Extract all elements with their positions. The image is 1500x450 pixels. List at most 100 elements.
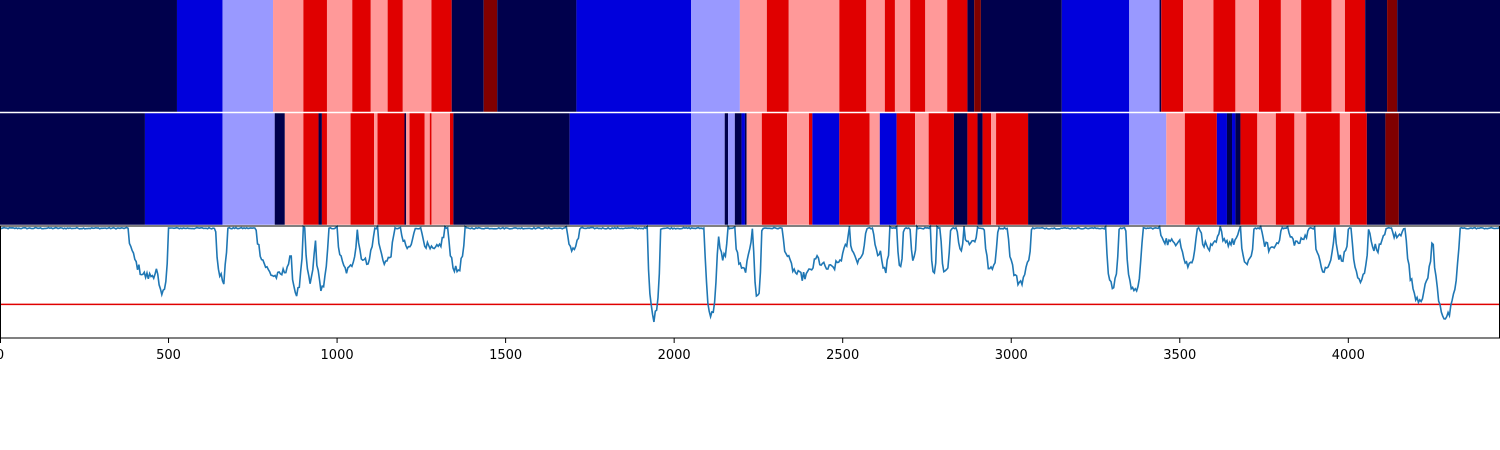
strip-2-segment [453, 113, 570, 225]
strip-1-segment [483, 0, 498, 112]
strip-1-segment [910, 0, 926, 112]
strip-1-segment [1213, 0, 1236, 112]
strip-2-segment [350, 113, 375, 225]
strip-2-segment [144, 113, 223, 225]
strip-1-segment [691, 0, 740, 112]
strip-2-segment [1226, 113, 1233, 225]
strip-1-segment [0, 0, 177, 112]
x-tick-label: 1000 [321, 348, 354, 363]
strip-2-segment [967, 113, 978, 225]
strip-2-segment [728, 113, 735, 225]
strip-1-segment [1258, 0, 1281, 112]
strip-1-segment [866, 0, 885, 112]
strip-2-segment [977, 113, 983, 225]
strip-2-segment [991, 113, 997, 225]
strip-2-segment [879, 113, 897, 225]
strip-2-segment [569, 113, 692, 225]
strip-1-segment [1301, 0, 1332, 112]
strip-2-segment [896, 113, 916, 225]
strip-2-segment [274, 113, 285, 225]
strip-2-segment [915, 113, 929, 225]
strip-1-segment [967, 0, 975, 112]
x-tick-label: 1500 [489, 348, 522, 363]
strip-2-segment [812, 113, 840, 225]
strip-1-segment [1365, 0, 1388, 112]
x-axis: 0 500 1000 1500 2000 2500 3000 3500 4000 [0, 338, 1365, 363]
strip-2-segment [431, 113, 450, 225]
strip-1-segment [1183, 0, 1214, 112]
strip-1-segment [303, 0, 327, 112]
signal-panel-background [0, 226, 1500, 338]
strip-2-segment [0, 113, 145, 225]
strip-1-segment [894, 0, 911, 112]
strip-2-segment [222, 113, 275, 225]
strip-2-segment [303, 113, 319, 225]
strip-2-segment [1240, 113, 1258, 225]
strip-1-segment [451, 0, 484, 112]
strip-2-segment [318, 113, 322, 225]
strip-2-segment [429, 113, 432, 225]
strip-1-segment [1061, 0, 1130, 112]
strip-2-segment [839, 113, 870, 225]
x-tick-label: 500 [156, 348, 181, 363]
strip-1-segment [1129, 0, 1160, 112]
strip-2-segment [404, 113, 407, 225]
strip-2-segment [377, 113, 405, 225]
strip-2-segment [734, 113, 742, 225]
class-strip-2 [0, 113, 1500, 225]
strip-2-segment [1306, 113, 1340, 225]
strip-1-segment [788, 0, 840, 112]
strip-1-segment [176, 0, 223, 112]
strip-1-segment [1161, 0, 1184, 112]
strip-1-segment [273, 0, 304, 112]
strip-2-segment [761, 113, 788, 225]
x-tick-label: 4000 [1332, 348, 1365, 363]
strip-2-segment [982, 113, 992, 225]
strip-1-segment [974, 0, 981, 112]
strip-1-segment [1344, 0, 1366, 112]
strip-2-segment [424, 113, 430, 225]
x-tick-label: 2500 [826, 348, 859, 363]
strip-1-segment [839, 0, 867, 112]
strip-1-segment [497, 0, 577, 112]
strip-1-segment [1387, 0, 1398, 112]
strip-2-segment [1294, 113, 1307, 225]
strip-1-segment [1280, 0, 1302, 112]
strip-1-segment [980, 0, 1062, 112]
strip-2-segment [1184, 113, 1217, 225]
strip-2-segment [996, 113, 1029, 225]
strip-1-segment [370, 0, 388, 112]
strip-1-segment [739, 0, 767, 112]
strip-1-segment [431, 0, 452, 112]
strip-1-segment [1235, 0, 1259, 112]
strip-2-segment [1339, 113, 1350, 225]
strip-2-segment [1216, 113, 1227, 225]
strip-2-segment [869, 113, 880, 225]
strip-2-segment [409, 113, 425, 225]
signal-line [0, 224, 1500, 323]
x-tick-label: 0 [0, 348, 4, 363]
strip-2-segment [284, 113, 304, 225]
strip-2-segment [1350, 113, 1367, 225]
strip-1-segment [766, 0, 789, 112]
strip-2-segment [1235, 113, 1241, 225]
x-tick-label: 3000 [995, 348, 1028, 363]
strip-2-segment [724, 113, 729, 225]
strip-2-segment [1028, 113, 1062, 225]
strip-2-segment [928, 113, 954, 225]
strip-2-segment [1232, 113, 1236, 225]
strip-2-segment [406, 113, 410, 225]
strip-2-segment [374, 113, 378, 225]
strip-2-segment [321, 113, 327, 225]
strip-2-segment [691, 113, 725, 225]
strip-1-segment [326, 0, 353, 112]
strip-2-segment [741, 113, 745, 225]
strip-1-segment [1331, 0, 1345, 112]
strip-1-segment [402, 0, 432, 112]
signal-panel [0, 224, 1500, 338]
strip-1-segment [925, 0, 948, 112]
class-strip-1 [0, 0, 1500, 112]
strip-2-segment [1385, 113, 1399, 225]
strip-1-segment [884, 0, 895, 112]
